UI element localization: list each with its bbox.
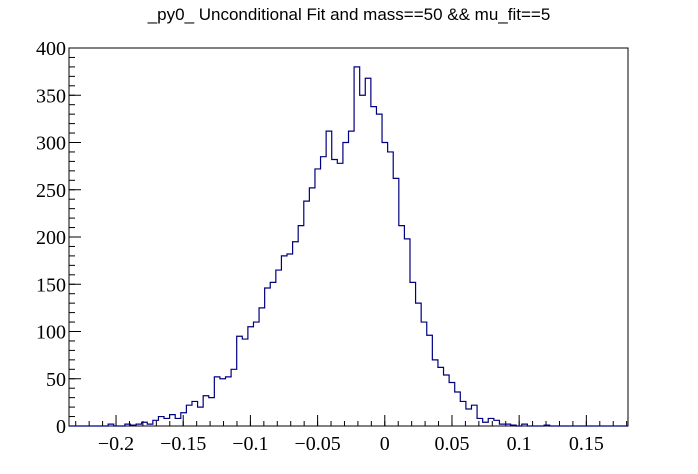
- major-ticks: [69, 47, 587, 427]
- y-tick-label: 300: [36, 133, 66, 155]
- x-tick-label: 0.1: [507, 433, 532, 455]
- y-axis-tick-labels: 0 50 100 150 200 250 300 350 400: [36, 38, 66, 438]
- y-tick-label: 200: [36, 227, 66, 249]
- y-tick-label: 250: [36, 180, 66, 202]
- y-tick-label: 50: [46, 369, 66, 391]
- y-tick-label: 400: [36, 38, 66, 60]
- x-tick-label: −0.05: [294, 433, 340, 455]
- histogram-series: [69, 66, 628, 427]
- minor-ticks: [69, 47, 628, 427]
- x-tick-label: 0: [380, 433, 390, 455]
- y-tick-label: 100: [36, 322, 66, 344]
- x-tick-label: 0.15: [569, 433, 604, 455]
- y-tick-label: 350: [36, 85, 66, 107]
- x-tick-label: −0.15: [160, 433, 206, 455]
- plot-frame: [68, 47, 629, 427]
- chart-title: _py0_ Unconditional Fit and mass==50 && …: [147, 5, 551, 24]
- x-tick-label: −0.1: [232, 433, 268, 455]
- x-axis-tick-labels: −0.2 −0.15 −0.1 −0.05 0 0.05 0.1 0.15: [98, 433, 604, 455]
- y-tick-label: 0: [56, 416, 66, 438]
- x-tick-label: 0.05: [434, 433, 469, 455]
- y-tick-label: 150: [36, 274, 66, 296]
- x-tick-label: −0.2: [98, 433, 134, 455]
